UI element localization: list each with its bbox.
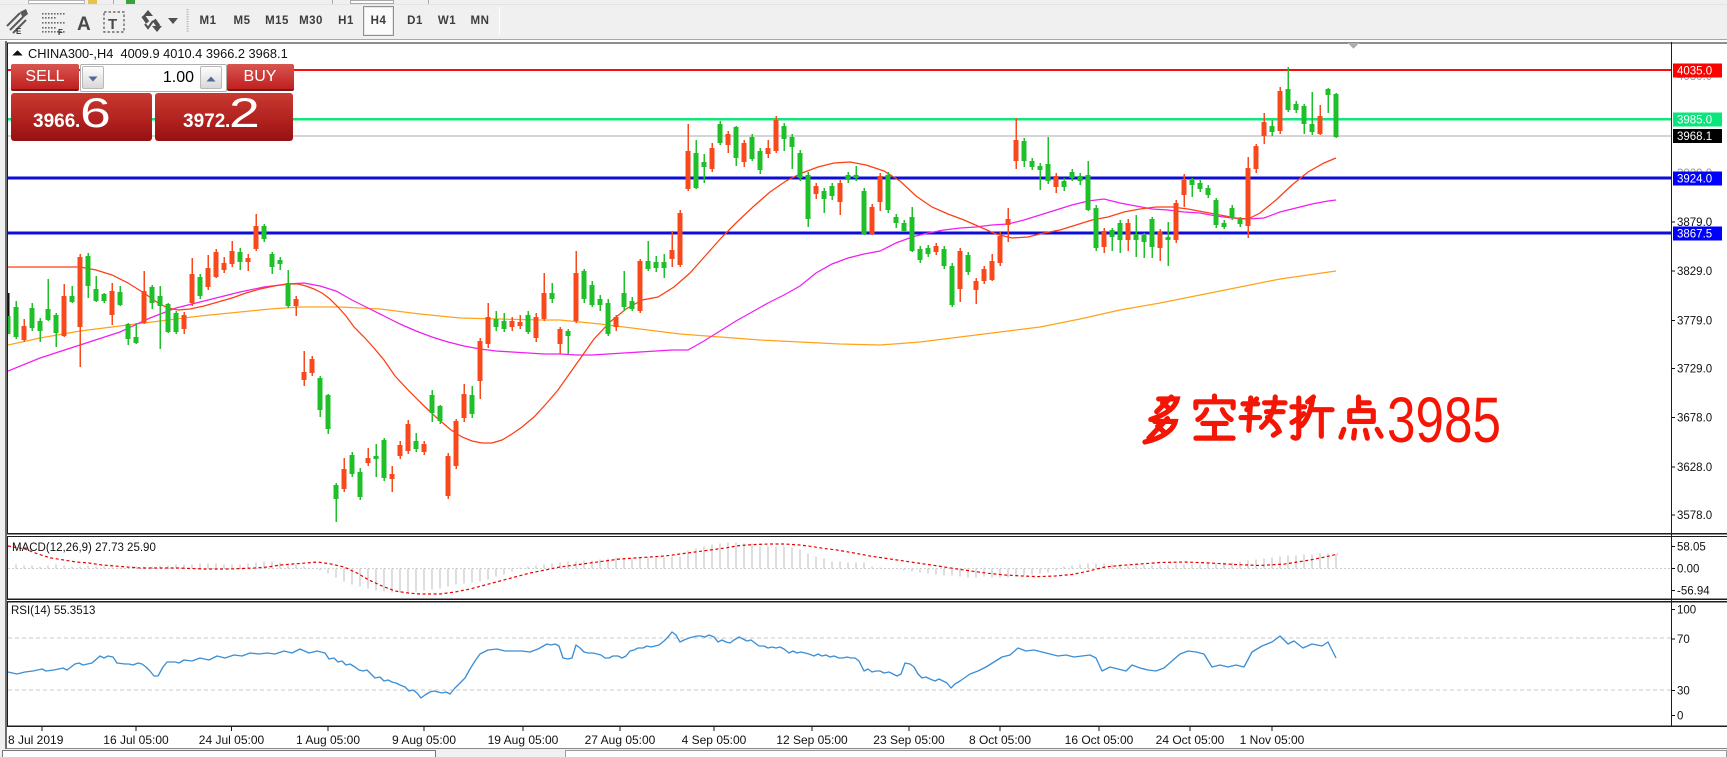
svg-text:12 Sep 05:00: 12 Sep 05:00	[776, 733, 848, 747]
svg-text:100: 100	[1677, 605, 1696, 617]
svg-text:23 Sep 05:00: 23 Sep 05:00	[873, 733, 945, 747]
svg-text:8 Jul 2019: 8 Jul 2019	[8, 733, 64, 747]
svg-text:24 Oct 05:00: 24 Oct 05:00	[1156, 733, 1225, 747]
svg-text:30: 30	[1677, 686, 1690, 698]
svg-text:3985: 3985	[1387, 384, 1501, 456]
svg-text:58.05: 58.05	[1677, 542, 1706, 554]
svg-text:1 Nov 05:00: 1 Nov 05:00	[1240, 733, 1305, 747]
svg-text:16 Jul 05:00: 16 Jul 05:00	[103, 733, 169, 747]
svg-text:3879.0: 3879.0	[1677, 217, 1712, 229]
svg-text:3968.1: 3968.1	[1677, 131, 1712, 143]
svg-text:4 Sep 05:00: 4 Sep 05:00	[682, 733, 747, 747]
svg-text:8 Oct 05:00: 8 Oct 05:00	[969, 733, 1031, 747]
svg-text:3779.0: 3779.0	[1677, 316, 1712, 328]
svg-text:70: 70	[1677, 634, 1690, 646]
svg-text:0.00: 0.00	[1677, 564, 1699, 576]
svg-text:F: F	[58, 28, 63, 37]
svg-text:3729.0: 3729.0	[1677, 364, 1712, 376]
svg-text:24 Jul 05:00: 24 Jul 05:00	[199, 733, 265, 747]
svg-text:3829.0: 3829.0	[1677, 266, 1712, 278]
svg-text:4035.0: 4035.0	[1677, 66, 1712, 78]
svg-text:27 Aug 05:00: 27 Aug 05:00	[585, 733, 656, 747]
svg-text:MACD(12,26,9) 27.73 25.90: MACD(12,26,9) 27.73 25.90	[12, 542, 156, 554]
svg-text:9 Aug 05:00: 9 Aug 05:00	[392, 733, 456, 747]
svg-text:E: E	[16, 27, 22, 36]
svg-text:3985.0: 3985.0	[1677, 115, 1712, 127]
svg-text:CHINA300-,H4 4009.9 4010.4 39: CHINA300-,H4 4009.9 4010.4 3966.2 3968.1	[28, 46, 288, 61]
svg-text:-56.94: -56.94	[1677, 586, 1710, 598]
svg-text:3578.0: 3578.0	[1677, 510, 1712, 522]
svg-text:0: 0	[1677, 711, 1683, 723]
svg-text:3867.5: 3867.5	[1677, 229, 1712, 241]
svg-text:3678.0: 3678.0	[1677, 413, 1712, 425]
svg-text:16 Oct 05:00: 16 Oct 05:00	[1065, 733, 1134, 747]
svg-text:19 Aug 05:00: 19 Aug 05:00	[488, 733, 559, 747]
svg-text:T: T	[108, 16, 117, 33]
svg-text:A: A	[77, 14, 91, 35]
svg-text:3628.0: 3628.0	[1677, 462, 1712, 474]
svg-text:1 Aug 05:00: 1 Aug 05:00	[296, 733, 360, 747]
svg-text:3924.0: 3924.0	[1677, 174, 1712, 186]
svg-text:RSI(14) 55.3513: RSI(14) 55.3513	[11, 605, 95, 617]
